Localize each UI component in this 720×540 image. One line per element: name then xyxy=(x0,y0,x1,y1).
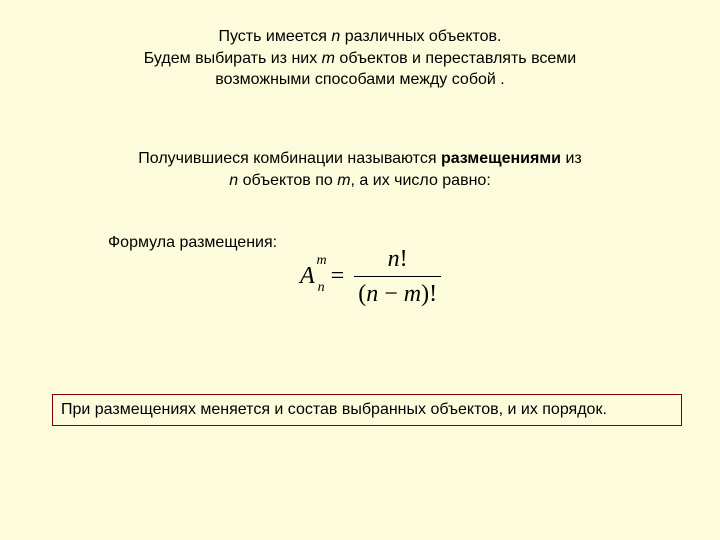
def-text: Получившиеся комбинации называются xyxy=(138,150,441,167)
fraction-bar xyxy=(354,276,441,277)
note-text: При размещениях меняется и состав выбран… xyxy=(61,401,607,418)
intro-n: n xyxy=(331,28,340,45)
den-n: n xyxy=(366,281,378,307)
fraction-numerator: n! xyxy=(384,244,412,274)
note-box: При размещениях меняется и состав выбран… xyxy=(52,394,682,426)
den-rp: ) xyxy=(421,281,429,307)
formula-A: A m n xyxy=(300,263,315,290)
equals-sign: = xyxy=(329,263,347,290)
fraction-denominator: (n − m)! xyxy=(354,279,441,309)
formula: A m n = n! (n − m)! xyxy=(300,244,441,309)
slide: Пусть имеется n различных объектов. Буде… xyxy=(0,0,720,540)
intro-text: Пусть имеется xyxy=(218,28,331,45)
den-minus: − xyxy=(378,281,404,307)
definition-paragraph: Получившиеся комбинации называются разме… xyxy=(110,148,610,191)
formula-label: Формула размещения: xyxy=(108,234,277,252)
intro-text: Будем выбирать из них xyxy=(144,50,322,67)
def-text: , а их число равно: xyxy=(351,172,491,189)
den-m: m xyxy=(404,281,421,307)
intro-paragraph: Пусть имеется n различных объектов. Буде… xyxy=(120,26,600,91)
formula-A-letter: A xyxy=(300,263,315,289)
fraction: n! (n − m)! xyxy=(354,244,441,309)
def-n: n xyxy=(229,172,238,189)
def-text: из xyxy=(561,150,582,167)
formula-sub-n: n xyxy=(318,280,325,296)
formula-sup-m: m xyxy=(317,253,327,269)
intro-text: различных объектов. xyxy=(340,28,501,45)
num-fact: ! xyxy=(400,246,408,272)
def-bold: размещениями xyxy=(441,150,561,167)
def-m: m xyxy=(337,172,350,189)
num-n: n xyxy=(388,246,400,272)
den-fact: ! xyxy=(429,281,437,307)
def-text: объектов по xyxy=(238,172,337,189)
intro-m: m xyxy=(322,50,335,67)
